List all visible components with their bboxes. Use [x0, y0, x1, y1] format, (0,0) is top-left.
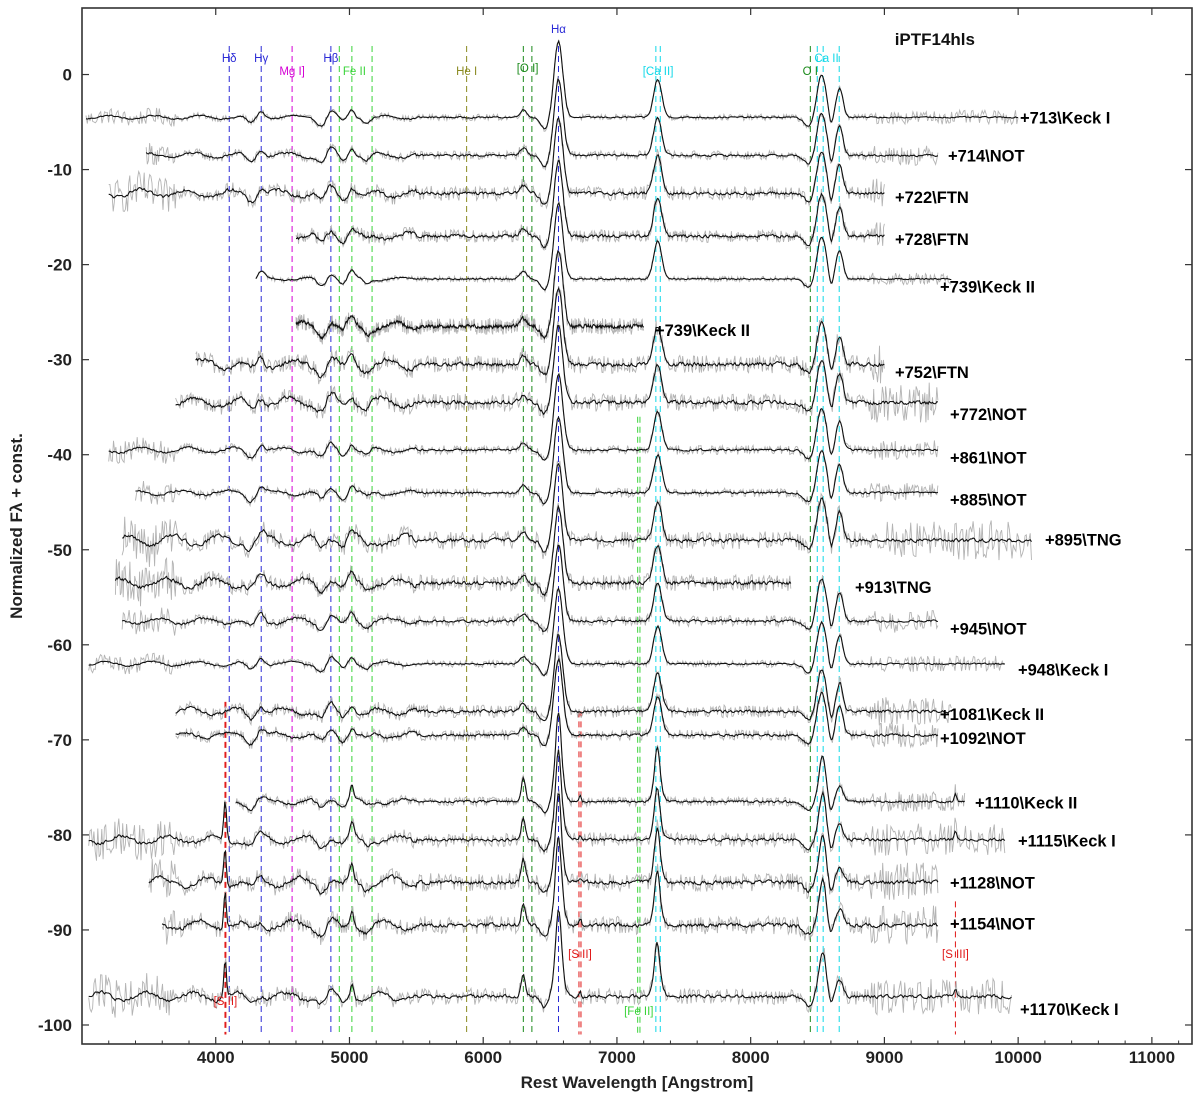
spectrum-raw: [108, 118, 885, 213]
spectrum-line: [108, 116, 885, 205]
spectrum-raw: [121, 460, 1032, 568]
spectrum-line: [235, 712, 966, 814]
line-marker-label: Hδ: [222, 53, 237, 65]
spectrum-line: [296, 159, 885, 249]
x-tick-label: 11000: [1129, 1048, 1175, 1067]
spectrum-raw: [195, 286, 885, 385]
line-marker-label: O I: [803, 66, 818, 78]
spectrum-line: [175, 324, 938, 416]
spectrum-raw: [175, 320, 939, 423]
spectrum-line: [135, 416, 939, 505]
epoch-label: +1081\Keck II: [940, 706, 1044, 724]
spectrum-line: [121, 544, 938, 633]
spectrum-line: [88, 586, 1005, 677]
y-tick-label: 0: [63, 66, 72, 85]
spectrum-line: [175, 657, 939, 747]
epoch-label: +861\NOT: [950, 450, 1027, 468]
line-marker-label: [S III]: [942, 949, 969, 961]
epoch-label: +728\FTN: [895, 231, 969, 249]
epoch-label: +1110\Keck II: [975, 795, 1077, 813]
chart-title: iPTF14hls: [895, 30, 975, 49]
spectrum-raw: [295, 249, 645, 345]
x-tick-label: 6000: [464, 1048, 502, 1067]
line-marker-label: Fe II: [343, 66, 366, 78]
spectrum-line: [161, 837, 938, 939]
line-marker-label: [Ca II]: [643, 66, 674, 78]
spectrum-line: [175, 633, 952, 722]
x-axis-label: Rest Wavelength [Angstrom]: [521, 1073, 754, 1092]
epoch-label: +1154\NOT: [950, 915, 1035, 933]
line-marker-label: [S II]: [568, 949, 592, 961]
x-tick-label: 4000: [197, 1048, 235, 1067]
x-tick-label: 10000: [995, 1048, 1042, 1067]
x-tick-label: 8000: [732, 1048, 770, 1067]
y-tick-label: -80: [47, 826, 72, 845]
spectrum-line: [295, 250, 645, 341]
epoch-label: +913\TNG: [855, 579, 932, 597]
spectrum-line: [114, 504, 792, 597]
marker-labels: Hδ Hγ Mg I] Hβ Fe II He I [O I] Hα [Ca II] O ICa …: [214, 24, 969, 1018]
epoch-label: +722\FTN: [895, 189, 969, 207]
line-marker-label: Mg I]: [279, 66, 305, 78]
y-tick-label: -30: [47, 351, 72, 370]
line-marker-label: Hβ: [323, 53, 338, 65]
line-marker-label: Hγ: [254, 53, 268, 65]
epoch-label: +752\FTN: [895, 364, 969, 382]
line-marker-label: Hα: [551, 24, 566, 36]
spectrum-line: [145, 78, 939, 168]
epoch-label: +1170\Keck I: [1020, 1001, 1119, 1019]
spectrum-raw: [88, 748, 1006, 861]
spectrum-line: [148, 793, 939, 895]
y-tick-label: -90: [47, 921, 72, 940]
epoch-label: +948\Keck I: [1018, 662, 1108, 680]
epoch-label: +1092\NOT: [940, 730, 1026, 748]
spectrum-raw: [235, 714, 966, 818]
x-tick-label: 7000: [598, 1048, 636, 1067]
epoch-label: +885\NOT: [950, 491, 1027, 509]
line-marker-label: [S II]: [214, 996, 238, 1008]
y-tick-label: -20: [47, 256, 72, 275]
line-marker-label: Ca II: [814, 53, 838, 65]
line-marker-label: [O I]: [517, 63, 539, 75]
epoch-label: +945\NOT: [950, 621, 1027, 639]
spectrum-line: [255, 201, 952, 291]
y-tick-label: -40: [47, 446, 72, 465]
line-marker-label: He I: [456, 66, 477, 78]
y-tick-label: -60: [47, 636, 72, 655]
y-axis-label: Normalized Fλ + const.: [7, 433, 26, 619]
spectrum-line: [108, 372, 939, 461]
epoch-label: +895\TNG: [1045, 531, 1122, 549]
epoch-label: +739\Keck II: [655, 322, 750, 340]
epoch-label: +1115\Keck I: [1018, 833, 1116, 851]
y-tick-label: -50: [47, 541, 72, 560]
y-tick-label: -10: [47, 161, 72, 180]
y-tick-label: -70: [47, 731, 72, 750]
spectrum-raw: [161, 839, 939, 945]
epoch-labels: +713\Keck I +714\NOT +722\FTN +728\FTN +739\…: [655, 109, 1122, 1019]
spectrum-line: [122, 462, 1032, 553]
x-tick-label: 9000: [865, 1048, 903, 1067]
spectrum-raw: [88, 588, 1005, 678]
epoch-label: +713\Keck I: [1020, 109, 1110, 127]
y-tick-label: -100: [38, 1016, 72, 1035]
epoch-label: +714\NOT: [948, 147, 1025, 165]
spectrum-raw: [108, 372, 939, 464]
spectrum-raw: [88, 912, 1012, 1018]
epoch-label: +739\Keck II: [940, 278, 1035, 296]
x-tick-label: 5000: [331, 1048, 369, 1067]
spectrum-line: [85, 39, 1019, 130]
spectrum-line: [88, 749, 1006, 853]
epoch-label: +1128\NOT: [950, 874, 1035, 892]
spectrum-line: [195, 286, 885, 379]
spectrum-line: [88, 909, 1012, 1009]
spectra: [85, 39, 1032, 1018]
epoch-label: +772\NOT: [950, 406, 1027, 424]
plot-frame: [81, 7, 1193, 1045]
line-marker-label: [Fe II]: [624, 1006, 653, 1018]
axis-ticks: 4000 5000 6000 7000 8000 9000 10000 11000 0 -10 -2…: [38, 8, 1192, 1067]
